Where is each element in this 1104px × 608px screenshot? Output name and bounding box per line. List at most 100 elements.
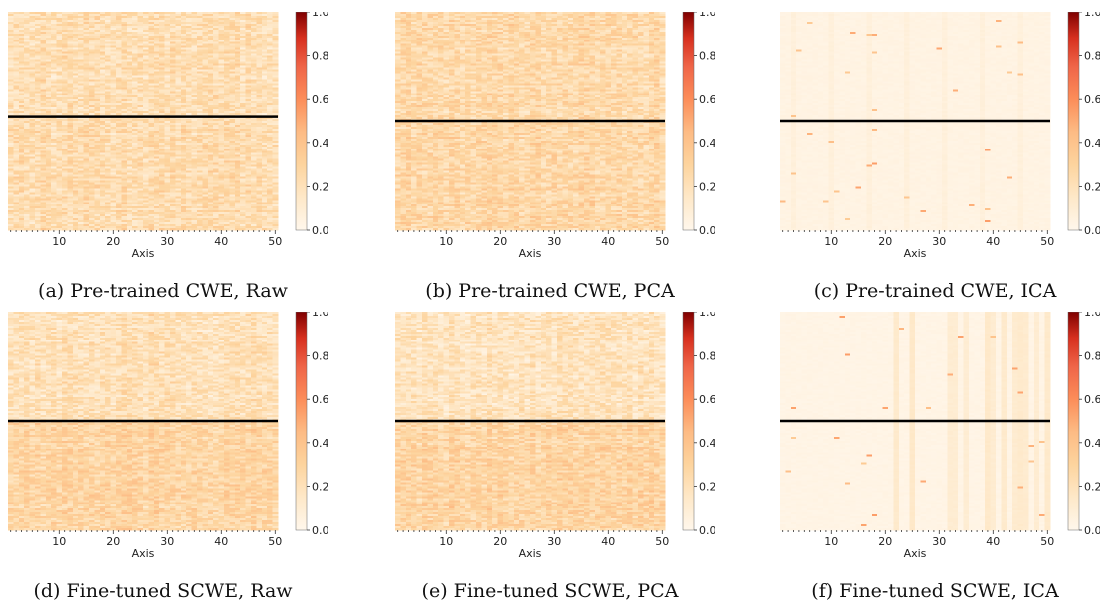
heatmap-cell <box>191 111 198 114</box>
heatmap-cell <box>245 87 252 90</box>
heatmap-cell <box>159 93 165 96</box>
heatmap-cell <box>251 198 257 201</box>
heatmap-cell <box>8 39 14 43</box>
heatmap-cell <box>67 41 74 45</box>
heatmap-cell <box>94 77 101 80</box>
heatmap-cell <box>197 31 203 35</box>
heatmap-cell <box>126 71 133 74</box>
heatmap-cell <box>256 176 263 179</box>
heatmap-cell <box>186 19 192 23</box>
heatmap-cell <box>267 95 273 98</box>
heatmap-cell <box>159 198 165 201</box>
heatmap-cell <box>67 21 74 25</box>
heatmap-cell <box>83 194 90 197</box>
heatmap-cell <box>137 140 144 144</box>
heatmap-cell <box>83 47 90 50</box>
heatmap-cell <box>94 39 101 43</box>
heatmap-cell <box>180 194 187 197</box>
heatmap-cell <box>67 77 74 80</box>
heatmap-cell <box>186 204 192 207</box>
heatmap-cell <box>261 37 268 41</box>
heatmap-cell <box>29 138 36 142</box>
heatmap-cell <box>126 121 133 124</box>
heatmap-cell <box>121 77 128 80</box>
heatmap-cell <box>213 79 219 82</box>
heatmap-cell <box>218 140 225 144</box>
heatmap-cell <box>213 119 219 122</box>
heatmap-cell <box>272 43 279 46</box>
heatmap-cell <box>256 31 263 35</box>
heatmap-cell <box>256 103 263 106</box>
heatmap-cell <box>251 172 257 175</box>
heatmap-cell <box>18 71 25 74</box>
heatmap-cell <box>116 45 122 48</box>
heatmap-cell <box>170 113 176 116</box>
heatmap-cell <box>24 91 30 94</box>
heatmap-cell <box>229 206 236 209</box>
heatmap-cell <box>67 208 74 211</box>
heatmap-cell <box>202 33 209 37</box>
heatmap-cell <box>29 29 36 33</box>
heatmap-cell <box>137 25 144 29</box>
heatmap-cell <box>116 105 122 108</box>
heatmap-cell <box>143 25 149 29</box>
heatmap-cell <box>261 61 268 64</box>
heatmap-cell <box>105 59 111 62</box>
heatmap-cell <box>99 198 106 201</box>
heatmap-cell <box>213 87 219 90</box>
heatmap-cell <box>105 75 111 78</box>
heatmap-cell <box>202 89 209 92</box>
heatmap-cell <box>51 67 57 70</box>
heatmap-cell <box>175 85 182 88</box>
heatmap-cell <box>56 140 63 144</box>
heatmap-cell <box>24 146 30 150</box>
heatmap-cell <box>78 89 84 92</box>
heatmap-cell <box>175 121 182 124</box>
heatmap-cell <box>180 77 187 80</box>
heatmap-cell <box>83 126 90 130</box>
heatmap-cell <box>89 130 95 134</box>
heatmap-cell <box>13 150 20 154</box>
heatmap-cell <box>213 144 219 148</box>
heatmap-cell <box>170 176 176 179</box>
heatmap-cell <box>170 25 176 29</box>
heatmap-cell <box>245 121 252 124</box>
heatmap-cell <box>164 208 171 211</box>
heatmap-cell <box>245 119 252 122</box>
heatmap-cell <box>89 65 95 68</box>
heatmap-cell <box>126 172 133 175</box>
heatmap-cell <box>207 158 214 161</box>
heatmap-cell <box>110 31 117 35</box>
heatmap-cell <box>170 192 176 195</box>
heatmap-cell <box>62 107 68 110</box>
heatmap-cell <box>24 55 30 58</box>
heatmap-cell <box>229 79 236 82</box>
heatmap-cell <box>40 136 47 140</box>
heatmap-cell <box>99 172 106 175</box>
heatmap-cell <box>40 25 47 29</box>
heatmap-cell <box>45 103 52 106</box>
heatmap-cell <box>83 77 90 80</box>
heatmap-cell <box>159 134 165 138</box>
heatmap-cell <box>143 71 149 74</box>
heatmap-cell <box>72 65 79 68</box>
heatmap-cell <box>40 170 47 173</box>
heatmap-cell <box>251 79 257 82</box>
heatmap-cell <box>40 150 47 154</box>
heatmap-cell <box>202 132 209 136</box>
heatmap-cell <box>24 15 30 19</box>
heatmap-cell <box>143 144 149 148</box>
heatmap-cell <box>35 55 41 58</box>
heatmap-cell <box>261 166 268 169</box>
heatmap-cell <box>267 69 273 72</box>
heatmap-cell <box>89 71 95 74</box>
heatmap-cell <box>213 170 219 173</box>
heatmap-cell <box>175 29 182 33</box>
heatmap-cell <box>18 91 25 94</box>
heatmap-cell <box>24 170 30 173</box>
heatmap-cell <box>218 154 225 157</box>
heatmap-cell <box>191 45 198 48</box>
heatmap-cell <box>267 132 273 136</box>
heatmap-cell <box>218 63 225 66</box>
heatmap-cell <box>24 35 30 39</box>
